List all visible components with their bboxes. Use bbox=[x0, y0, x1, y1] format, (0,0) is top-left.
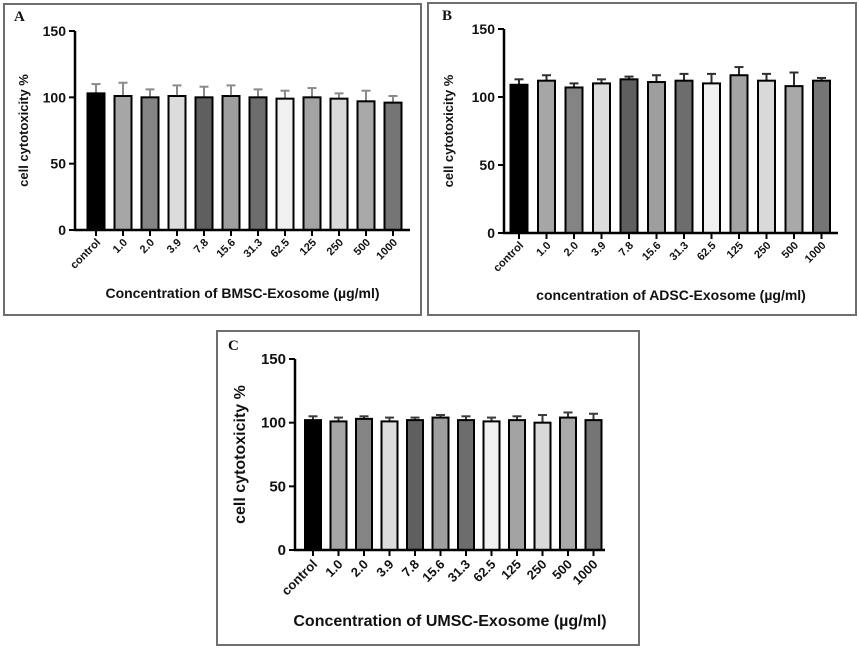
x-tick-label: 3.9 bbox=[165, 237, 184, 256]
bar bbox=[457, 419, 475, 552]
x-tick-label: 1000 bbox=[570, 557, 601, 588]
y-tick-label: 0 bbox=[487, 225, 495, 241]
bar bbox=[482, 420, 501, 552]
x-tick-label: 62.5 bbox=[695, 240, 719, 264]
x-tick-label: 125 bbox=[298, 237, 319, 258]
bar bbox=[302, 96, 322, 232]
x-tick-label: 1000 bbox=[803, 240, 829, 266]
bar bbox=[86, 92, 106, 231]
panel-a-chart: 0 50 100 150 control 1.0 2.0 3.9 7.8 15.6 31.3 62.5… bbox=[16, 23, 410, 301]
x-tick-label: 1.0 bbox=[322, 557, 345, 580]
y-tick-label: 100 bbox=[472, 89, 496, 105]
x-tick-label: 3.9 bbox=[589, 240, 608, 259]
bar bbox=[564, 86, 584, 235]
y-tick-label: 50 bbox=[50, 156, 66, 172]
bar bbox=[619, 78, 639, 234]
bar bbox=[406, 419, 424, 552]
panel-b-chart: 0 50 100 150 control 1.0 2.0 3.9 7.8 15.6 31.3 62.5… bbox=[441, 21, 838, 303]
x-tick-label: 250 bbox=[325, 237, 346, 258]
x-axis-title: Concentration of BMSC-Exosome (µg/ml) bbox=[105, 285, 379, 301]
x-tick-label: 1.0 bbox=[534, 240, 553, 259]
bar bbox=[355, 417, 373, 551]
x-tick-label: 500 bbox=[352, 237, 373, 258]
bar bbox=[784, 85, 804, 235]
x-tick-label: 2.0 bbox=[562, 240, 581, 259]
bar bbox=[383, 101, 403, 231]
panel-c-chart: 0 50 100 150 control 1.0 2.0 3.9 7.815.631.362.5… bbox=[232, 351, 607, 630]
bar bbox=[304, 419, 322, 552]
bar bbox=[380, 420, 399, 552]
x-tick-label: 2.0 bbox=[138, 237, 157, 256]
x-axis-title: concentration of ADSC-Exosome (µg/ml) bbox=[536, 287, 806, 303]
y-tick-label: 50 bbox=[479, 157, 495, 173]
x-tick-label: 250 bbox=[524, 557, 550, 583]
bar bbox=[275, 97, 295, 231]
bar bbox=[537, 79, 556, 235]
x-tick-label: 15.6 bbox=[640, 240, 664, 264]
bar bbox=[584, 419, 603, 552]
x-tick-label: 2.0 bbox=[348, 557, 371, 580]
bar bbox=[140, 96, 160, 232]
y-axis-title: cell cytotoxicity % bbox=[441, 74, 456, 187]
y-tick-label: 150 bbox=[261, 351, 286, 368]
x-tick-label: 125 bbox=[725, 240, 746, 261]
bar bbox=[329, 97, 349, 231]
x-tick-label: 62.5 bbox=[268, 237, 292, 261]
x-tick-label: control bbox=[491, 240, 526, 275]
x-tick-label: control bbox=[278, 557, 320, 599]
x-tick-label: 250 bbox=[752, 240, 773, 261]
bar bbox=[702, 82, 721, 235]
x-tick-label: 3.9 bbox=[373, 557, 396, 580]
y-tick-label: 150 bbox=[472, 21, 496, 37]
bar bbox=[509, 83, 529, 235]
x-tick-label: 7.8 bbox=[399, 557, 422, 580]
bar bbox=[647, 81, 666, 235]
x-tick-label: 15.6 bbox=[419, 557, 448, 586]
y-tick-label: 100 bbox=[43, 89, 67, 105]
x-tick-label: 31.3 bbox=[241, 237, 265, 261]
bar bbox=[248, 96, 268, 232]
bar bbox=[167, 95, 187, 231]
panel-c-letter: C bbox=[228, 338, 239, 354]
bar bbox=[757, 79, 776, 235]
x-tick-label: control bbox=[68, 237, 103, 272]
y-tick-label: 100 bbox=[261, 415, 286, 432]
x-tick-label: 1000 bbox=[374, 237, 400, 263]
bar bbox=[329, 420, 348, 552]
x-tick-label: 7.8 bbox=[192, 237, 211, 256]
y-tick-label: 150 bbox=[43, 23, 67, 39]
bar bbox=[729, 74, 749, 234]
panel-a-letter: A bbox=[14, 9, 25, 25]
bar bbox=[559, 416, 577, 551]
bar bbox=[221, 95, 241, 231]
panel-b: B 0 50 100 150 control 1.0 2.0 3.9 7.8 15.6 31.3 62… bbox=[427, 2, 857, 316]
bar bbox=[533, 421, 552, 551]
bar bbox=[508, 419, 526, 552]
x-tick-label: 500 bbox=[780, 240, 801, 261]
panel-c: C 0 50 100 150 control 1.0 2.0 3.9 7.8 15.6 31.3 62… bbox=[216, 330, 640, 646]
x-tick-label: 31.3 bbox=[445, 557, 474, 586]
bar bbox=[356, 100, 376, 231]
bar bbox=[812, 79, 831, 235]
x-tick-label: 125 bbox=[498, 557, 524, 583]
x-tick-label: 1.0 bbox=[111, 237, 130, 256]
panel-b-letter: B bbox=[442, 8, 453, 24]
x-tick-label: 31.3 bbox=[667, 240, 691, 264]
x-tick-label: 62.5 bbox=[470, 557, 499, 586]
x-axis-title: Concentration of UMSC-Exosome (µg/ml) bbox=[293, 613, 606, 630]
x-tick-label: 15.6 bbox=[214, 237, 238, 261]
bar bbox=[431, 416, 450, 551]
y-tick-label: 50 bbox=[269, 478, 286, 495]
y-tick-label: 0 bbox=[58, 222, 66, 238]
bar bbox=[674, 79, 694, 235]
y-axis-title: cell cytotoxicity % bbox=[16, 74, 31, 187]
bar bbox=[194, 96, 214, 232]
bar bbox=[113, 95, 133, 231]
y-axis-title: cell cytotoxicity % bbox=[232, 385, 249, 524]
panel-a: A 0 50 100 150 control 1.0 2.0 3.9 7.8 15.6 31.3 62… bbox=[3, 3, 422, 316]
y-tick-label: 0 bbox=[278, 542, 286, 559]
x-tick-label: 7.8 bbox=[617, 240, 636, 259]
bar bbox=[592, 82, 611, 235]
